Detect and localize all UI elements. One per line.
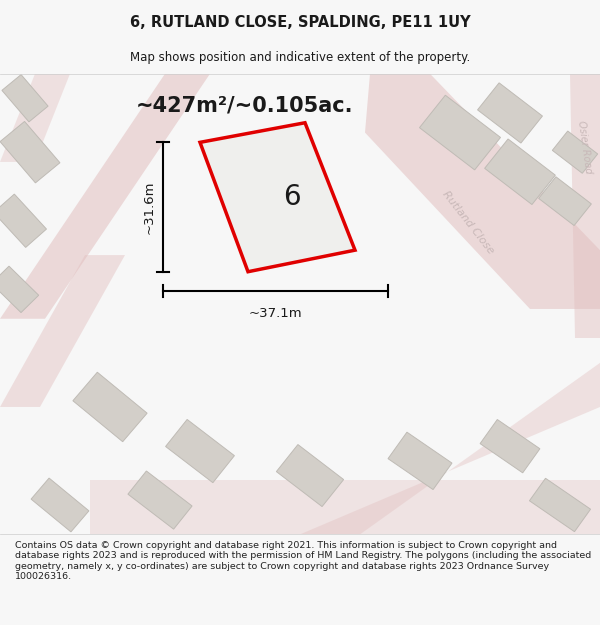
- Polygon shape: [0, 121, 60, 183]
- Text: ~427m²/~0.105ac.: ~427m²/~0.105ac.: [136, 95, 354, 115]
- Polygon shape: [553, 131, 598, 173]
- Polygon shape: [478, 83, 542, 143]
- Polygon shape: [570, 74, 600, 338]
- Polygon shape: [200, 122, 355, 272]
- Polygon shape: [128, 471, 192, 529]
- Polygon shape: [0, 255, 125, 407]
- Polygon shape: [419, 95, 500, 170]
- Polygon shape: [277, 444, 344, 507]
- Polygon shape: [529, 478, 590, 532]
- Text: ~31.6m: ~31.6m: [143, 180, 155, 234]
- Polygon shape: [480, 419, 540, 473]
- Polygon shape: [365, 74, 600, 309]
- Polygon shape: [0, 74, 210, 319]
- Text: Rutland Close: Rutland Close: [440, 189, 496, 256]
- Polygon shape: [0, 194, 46, 248]
- Polygon shape: [90, 481, 600, 534]
- Text: Contains OS data © Crown copyright and database right 2021. This information is : Contains OS data © Crown copyright and d…: [15, 541, 591, 581]
- Polygon shape: [0, 74, 70, 162]
- Polygon shape: [539, 177, 592, 226]
- Polygon shape: [31, 478, 89, 532]
- Polygon shape: [166, 419, 235, 482]
- Text: 6: 6: [283, 182, 301, 211]
- Text: Map shows position and indicative extent of the property.: Map shows position and indicative extent…: [130, 51, 470, 64]
- Polygon shape: [2, 74, 48, 122]
- Polygon shape: [300, 363, 600, 534]
- Text: Osier Road: Osier Road: [577, 120, 593, 174]
- Polygon shape: [73, 372, 147, 442]
- Text: ~37.1m: ~37.1m: [248, 307, 302, 320]
- Polygon shape: [0, 266, 38, 312]
- Polygon shape: [485, 139, 556, 204]
- Text: 6, RUTLAND CLOSE, SPALDING, PE11 1UY: 6, RUTLAND CLOSE, SPALDING, PE11 1UY: [130, 14, 470, 29]
- Polygon shape: [388, 432, 452, 489]
